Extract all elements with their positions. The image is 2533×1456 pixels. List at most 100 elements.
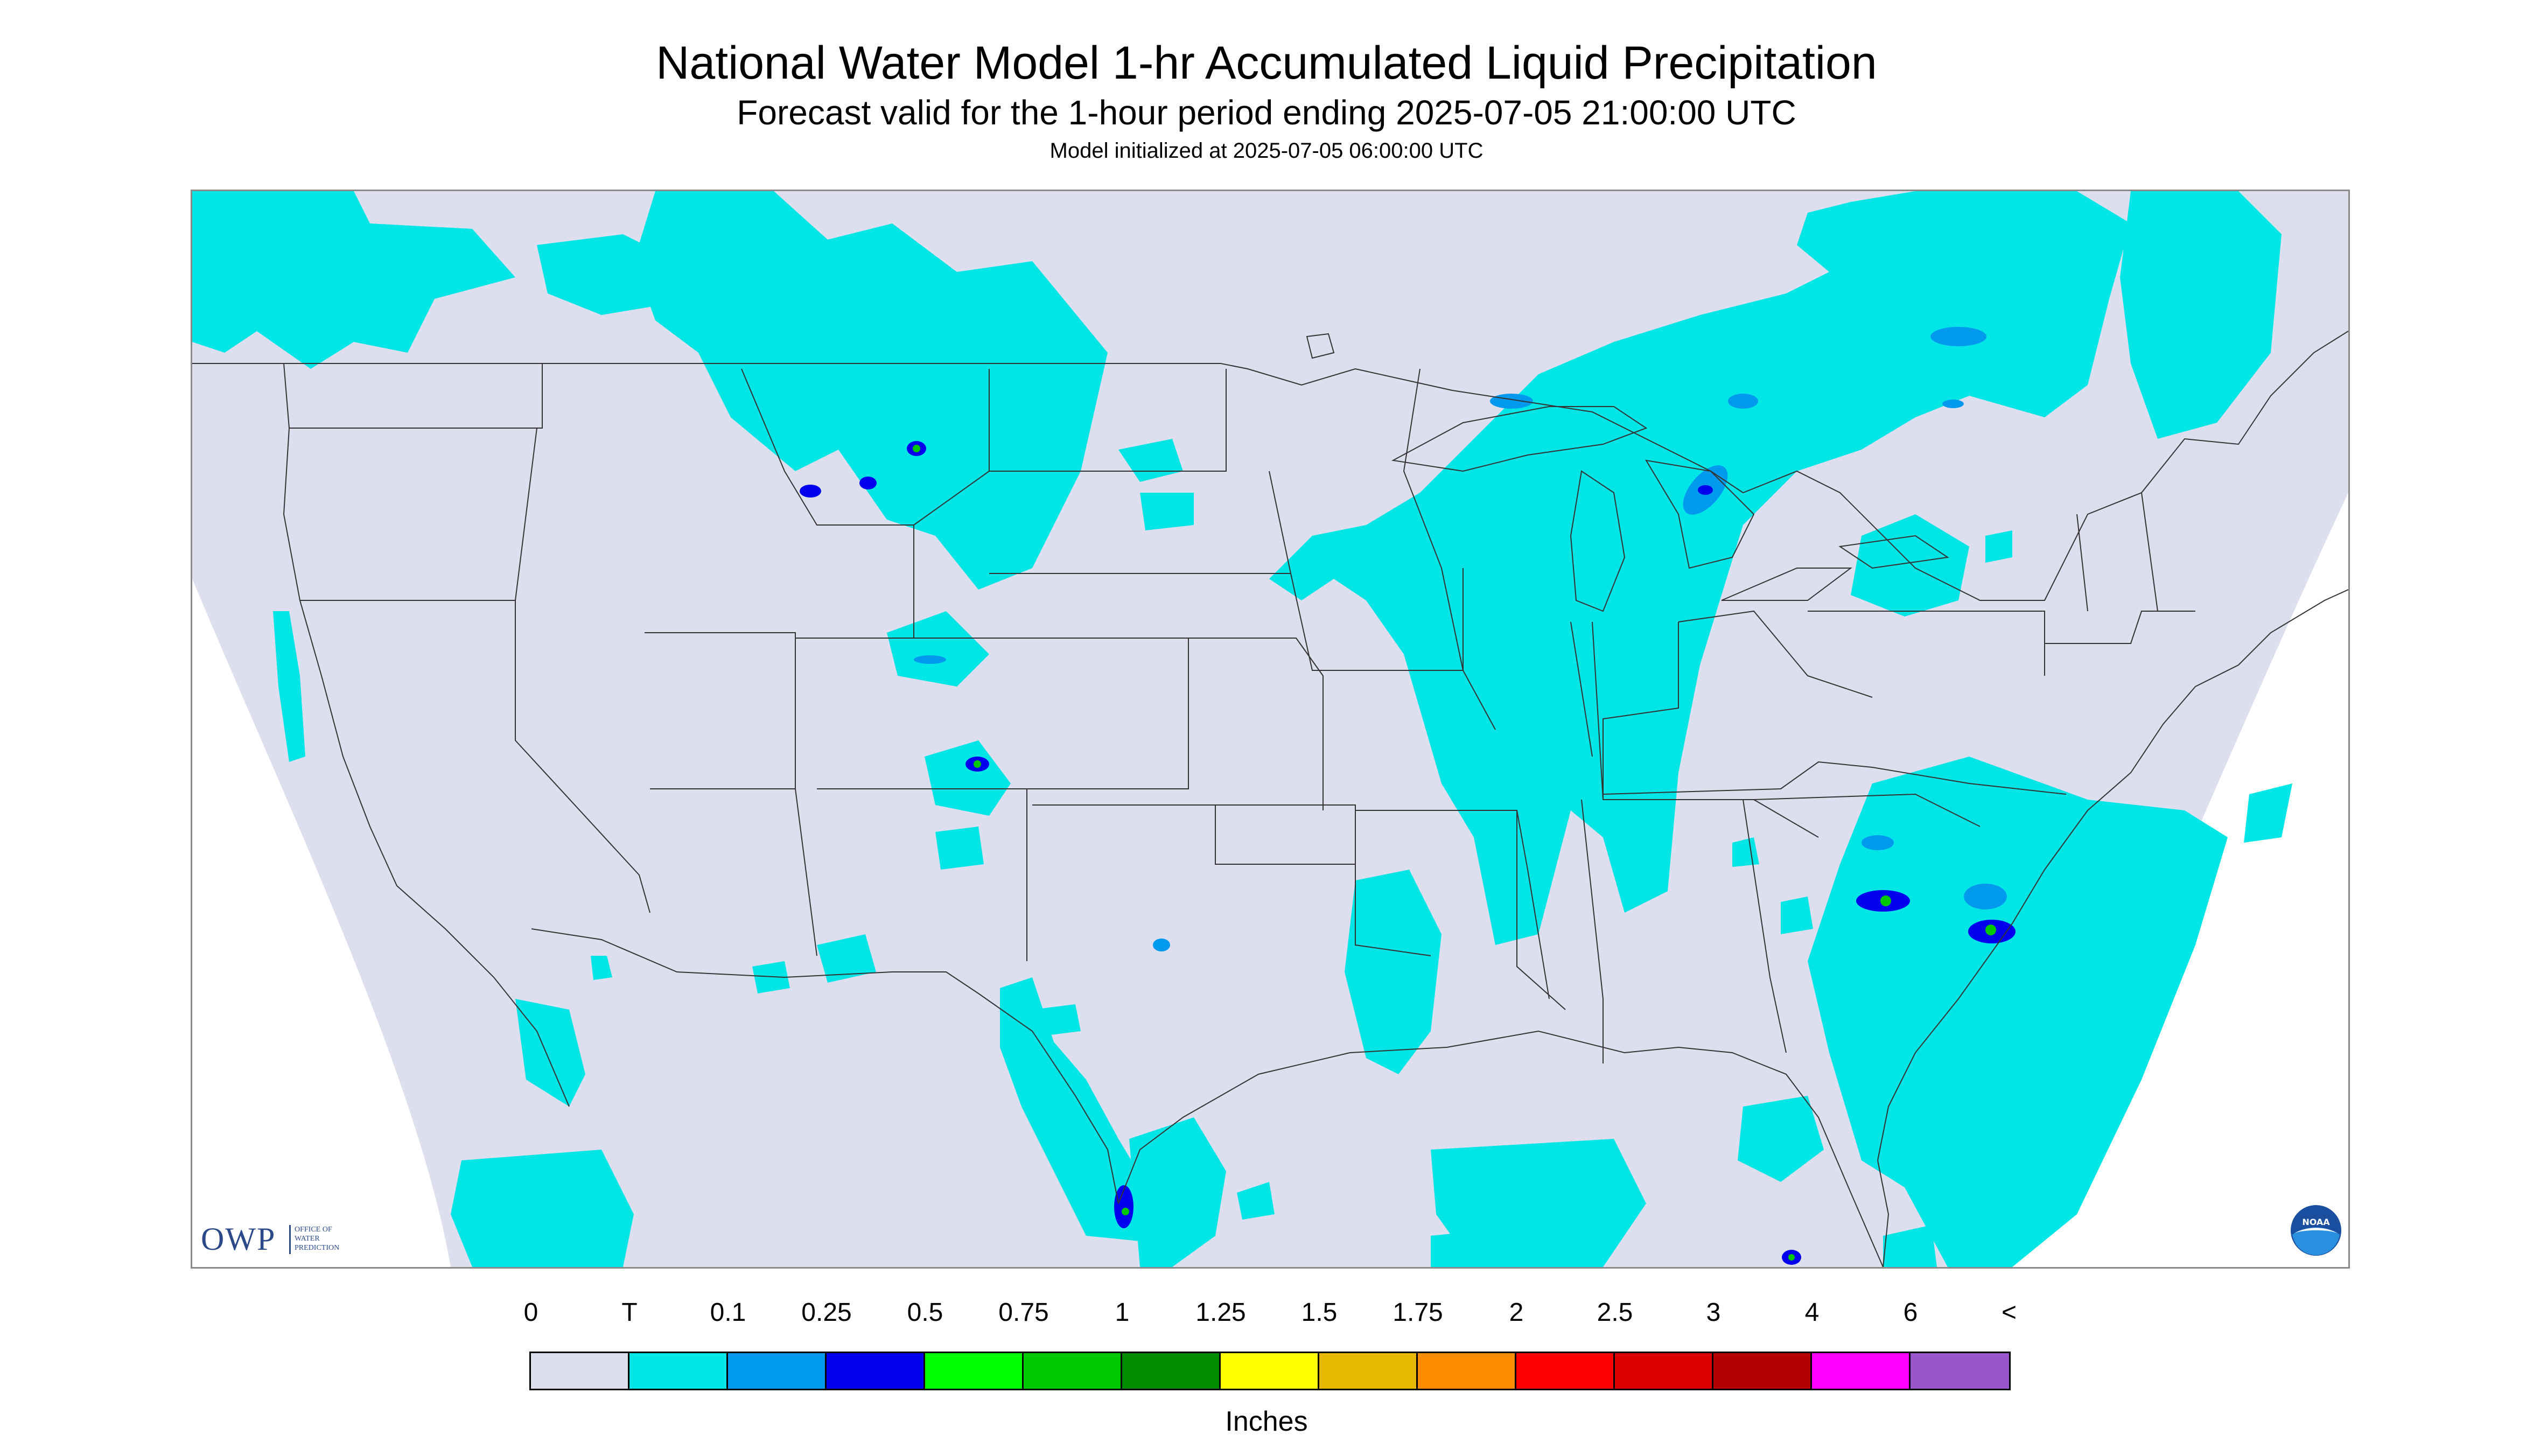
precip-cell: [1862, 835, 1894, 850]
legend-tick-label: 1: [1115, 1298, 1130, 1327]
precip-area: [887, 611, 989, 687]
legend-tick-label: 4: [1804, 1298, 1820, 1327]
legend-tick-label: 0.25: [801, 1298, 852, 1327]
precip-cell: [1964, 884, 2007, 909]
precip-cell: [1698, 485, 1713, 495]
colorbar-swatch: [1319, 1353, 1418, 1389]
colorbar-swatch: [728, 1353, 827, 1389]
precip-area: [1985, 530, 2012, 563]
model-init-line: Model initialized at 2025-07-05 06:00:00…: [1049, 139, 1484, 163]
lake-of-the-woods: [1306, 333, 1335, 359]
legend-tick-label: 0.5: [907, 1298, 943, 1327]
lake-superior: [1391, 406, 1648, 472]
colorbar-swatch: [1418, 1353, 1516, 1389]
legend-units-label: Inches: [1225, 1406, 1308, 1437]
domain-outside-left: [192, 579, 451, 1267]
mexico-border: [531, 928, 1119, 1204]
legend-tick-label: 3: [1706, 1298, 1721, 1327]
precipitation-map: OWP OFFICE OF WATER PREDICTION NOAA: [191, 190, 2350, 1269]
precip-area: [1781, 897, 1813, 934]
state-line: [2141, 492, 2158, 612]
state-line: [1188, 638, 1324, 810]
precip-cell: [1942, 400, 1964, 408]
state-line: [300, 428, 537, 601]
great-lakes: [1306, 333, 1949, 612]
legend-tick-label: T: [621, 1298, 638, 1327]
heavy-rain-cores: [913, 445, 1996, 1261]
state-line: [1603, 622, 1679, 800]
lake-ontario: [1838, 535, 1949, 569]
state-line: [515, 600, 650, 913]
precip-area: [1345, 870, 1442, 1074]
state-line: [1355, 810, 1566, 1010]
noaa-logo-text: NOAA: [2302, 1217, 2330, 1227]
legend-tick-label: 1.5: [1301, 1298, 1338, 1327]
owp-logo-line: WATER: [295, 1235, 320, 1243]
colorbar-swatch: [1911, 1353, 2009, 1389]
precip-area: [1269, 191, 2131, 945]
legend-tick-labels: 0 T 0.1 0.25 0.5 0.75 1 1.25 1.5 1.75 2 2.5 3 4 6 <: [0, 1298, 2533, 1335]
colorbar-swatch: [827, 1353, 925, 1389]
precip-area: [1140, 493, 1194, 530]
map-canvas: [192, 191, 2348, 1267]
precip-cell: [1114, 1185, 1133, 1228]
atlantic-coast: [1877, 589, 2348, 1267]
legend-tick-label: 0.1: [710, 1298, 746, 1327]
colorbar-swatch: [531, 1353, 629, 1389]
precip-cell: [800, 485, 821, 498]
state-line: [795, 788, 817, 956]
colorbar-swatch: [1221, 1353, 1319, 1389]
owp-logo-line: OFFICE OF: [295, 1226, 332, 1234]
precip-area: [752, 961, 790, 993]
precip-area: [1592, 778, 1630, 818]
precip-area: [1851, 514, 1969, 617]
legend-tick-label: 0.75: [998, 1298, 1049, 1327]
state-line: [1570, 621, 1593, 757]
legend-tick-label: 2: [1509, 1298, 1524, 1327]
precip-core: [913, 445, 920, 452]
precip-core: [1880, 895, 1891, 906]
state-line: [914, 638, 1189, 789]
precip-area: [515, 999, 585, 1107]
precip-area: [1118, 439, 1183, 482]
gulf-coast: [1118, 1030, 1884, 1267]
state-line: [1215, 805, 1355, 865]
legend-tick-label: <: [2001, 1298, 2017, 1327]
precip-area: [817, 934, 876, 983]
trace-precip-areas: [192, 191, 2292, 1267]
precip-area: [1883, 1225, 1937, 1267]
legend-tick-label: 6: [1903, 1298, 1918, 1327]
precip-core: [1788, 1254, 1795, 1261]
state-line: [989, 369, 1227, 472]
precip-area: [634, 191, 1108, 590]
colorbar-swatch: [925, 1353, 1024, 1389]
precip-area: [1129, 1117, 1226, 1267]
precip-area: [925, 740, 1011, 816]
precip-area: [1732, 837, 1759, 867]
precip-area: [192, 191, 515, 369]
state-line: [1808, 611, 2045, 676]
precip-area: [2120, 191, 2282, 439]
colorbar-swatch: [1812, 1353, 1911, 1389]
owp-logo-letters: OWP: [201, 1221, 276, 1257]
precip-core: [1985, 925, 1996, 935]
state-line: [1516, 810, 1550, 999]
precipitation-colorbar: [529, 1352, 2011, 1390]
precip-area: [1237, 1182, 1275, 1220]
precip-area: [1808, 757, 2228, 1267]
owp-logo-line: PREDICTION: [295, 1244, 340, 1252]
colorbar-swatch: [629, 1353, 728, 1389]
colorbar-swatch: [1122, 1353, 1221, 1389]
light-rain-cells: [914, 327, 2007, 951]
moderate-rain-cells: [800, 441, 2016, 1265]
colorbar-swatch: [1615, 1353, 1713, 1389]
state-line: [1592, 621, 1819, 838]
colorbar-swatch: [1516, 1353, 1615, 1389]
precip-area: [935, 827, 984, 870]
precip-core: [1122, 1208, 1129, 1215]
state-line: [1581, 799, 1604, 1063]
state-line: [1403, 368, 1464, 671]
domain-outside-right: [2002, 493, 2348, 1267]
colorbar-swatch: [1024, 1353, 1122, 1389]
precip-area: [1032, 1004, 1081, 1037]
